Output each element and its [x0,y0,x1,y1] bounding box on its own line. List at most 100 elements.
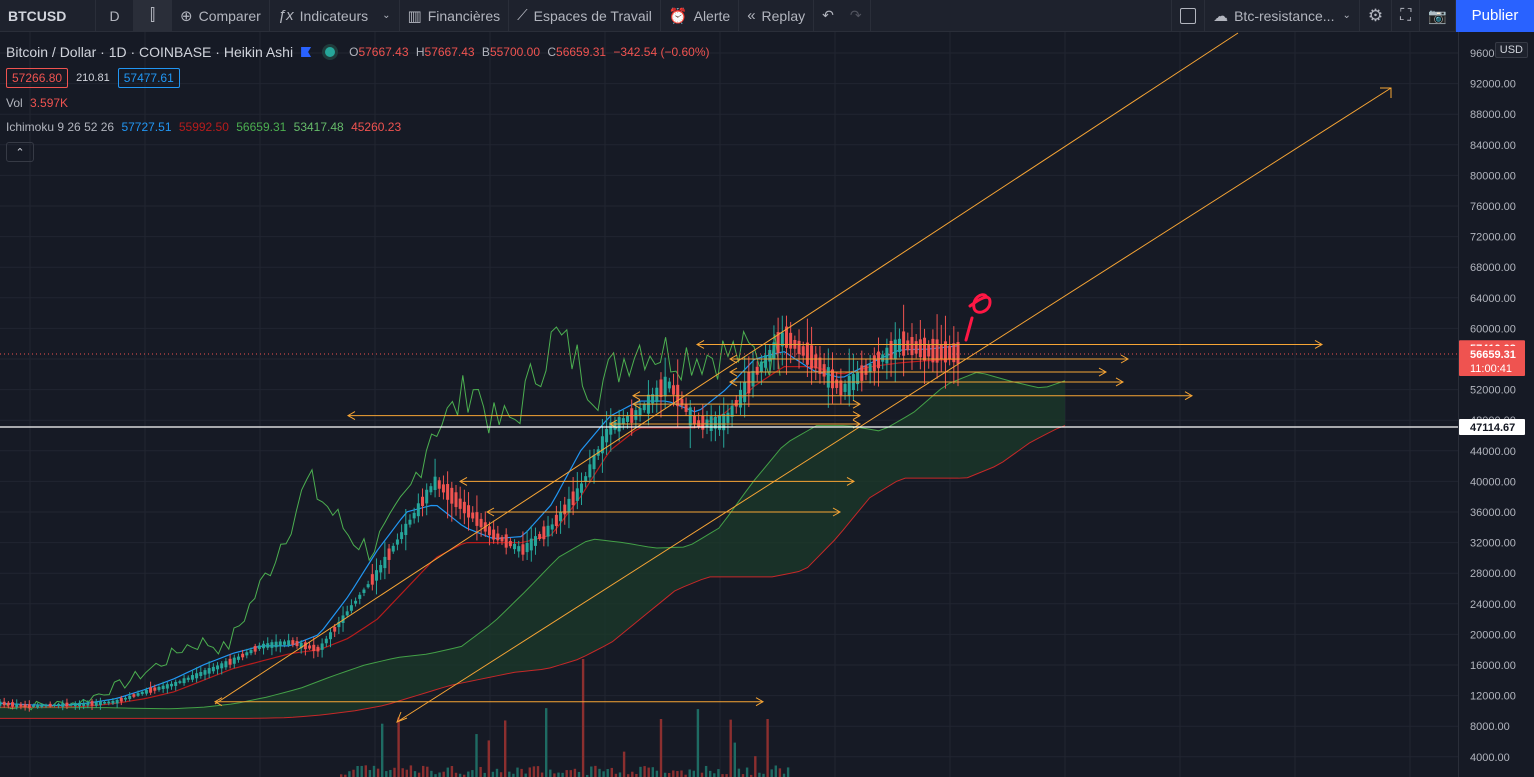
candle-body [847,375,851,396]
axis-tick-label: 4000.00 [1470,752,1510,764]
axis-tick-label: 36000.00 [1470,507,1516,519]
candle-body [82,702,86,706]
volume-bar [405,769,408,777]
candle-body [77,702,81,707]
interval-button[interactable]: D [96,0,134,32]
alert-button[interactable]: ⏰ Alerte [661,0,740,32]
workspace-chart-icon: ⟋ [517,7,528,24]
cloud-icon: ☁ [1213,7,1229,25]
volume-bar [717,769,720,777]
volume-bar [397,717,400,777]
publish-button[interactable]: Publier [1456,0,1534,32]
candle-body [517,546,521,552]
compare-button[interactable]: ⊕ Comparer [172,0,270,32]
candle-body [458,498,462,509]
symbol-search[interactable]: BTCUSD [0,0,96,32]
trendline-upper[interactable] [214,32,1239,705]
volume-legend[interactable]: Vol 3.597K [6,96,714,110]
snapshot-button[interactable]: 📷 [1420,0,1456,32]
candle-body [316,646,320,652]
price-axis[interactable] [1458,32,1534,777]
candle-body [245,652,249,656]
candle-body [282,641,286,645]
replay-button[interactable]: « Replay [739,0,815,32]
symbol-title: Bitcoin / Dollar · 1D · COINBASE · Heiki… [6,44,294,60]
chart-type-button[interactable]: ⫿ [134,0,172,32]
fullscreen-button[interactable]: ⛶ [1392,0,1421,32]
replay-label: Replay [761,7,806,24]
volume-bar [614,773,618,777]
candle-body [174,681,178,686]
redo-button[interactable]: ↷ [842,0,871,32]
currency-button[interactable]: USD [1494,42,1528,58]
candle-body [563,504,567,515]
candle-body [36,704,40,708]
candle-body [90,701,94,706]
buy-price-button[interactable]: 57477.61 [117,68,180,88]
candle-body [57,703,61,707]
layout-menu[interactable]: ☁ Btc-resistance... ⌄ [1205,0,1360,32]
candle-body [943,341,947,363]
candle-body [751,370,755,387]
volume-bar [573,768,577,777]
ichimoku-legend[interactable]: Ichimoku 9 26 52 26 57727.51 55992.50 56… [6,120,714,134]
indicators-button[interactable]: ƒx Indicateurs ⌄ [270,0,400,32]
candle-body [571,491,575,506]
candle-body [538,534,542,539]
collapse-legend-button[interactable]: ⌃ [6,142,34,162]
trendline-lower[interactable] [396,87,1392,723]
candle-body [789,332,793,349]
arrow-head-left [485,507,495,517]
candle-body [207,668,211,674]
candle-body [688,407,692,426]
candle-body [504,534,508,548]
financials-button[interactable]: ▥ Financières [400,0,510,32]
volume-bar [696,709,700,777]
axis-tick-label: 72000.00 [1470,232,1516,244]
workspaces-button[interactable]: ⟋ Espaces de Travail [509,0,661,32]
candle-body [600,436,604,454]
candle-body [299,642,303,649]
arrow-head-left [728,377,738,387]
candle-body [278,641,282,647]
candle-body [395,539,399,545]
candle-body [253,646,257,652]
undo-button[interactable]: ↶ [814,0,842,32]
volume-bar [458,773,462,777]
candle-body [701,415,705,430]
candle-body [885,347,889,364]
settings-button[interactable]: ⚙ [1360,0,1393,32]
candle-body [199,672,203,676]
volume-bar [508,771,511,777]
volume-bar [700,772,704,777]
volume-bar [479,766,482,777]
candle-body [287,640,291,646]
candle-body [881,354,885,362]
candle-body [48,703,52,707]
candle-body [776,332,780,354]
financials-label: Financières [427,7,501,24]
fullscreen-layout-button[interactable] [1171,0,1206,32]
candle-body [621,418,625,425]
candle-body [437,480,441,489]
candle-body [132,694,136,697]
volume-bar [651,767,654,777]
horizontal-line-price-label-bg [1459,418,1525,435]
candle-body [149,687,153,693]
volume-bar [741,774,745,777]
candle-body [73,703,77,707]
undo-icon: ↶ [822,7,834,23]
sell-price-button[interactable]: 57266.80 [6,68,69,88]
candle-body [759,361,763,372]
candle-body [2,701,6,706]
candle-body [471,512,475,519]
candle-body [889,340,893,359]
candle-body [65,702,69,707]
candle-body [592,455,596,470]
volume-bar [348,771,351,777]
candle-body [784,326,788,348]
expand-icon: ⛶ [1400,6,1412,24]
candle-body [542,526,546,540]
candle-body [492,529,496,540]
